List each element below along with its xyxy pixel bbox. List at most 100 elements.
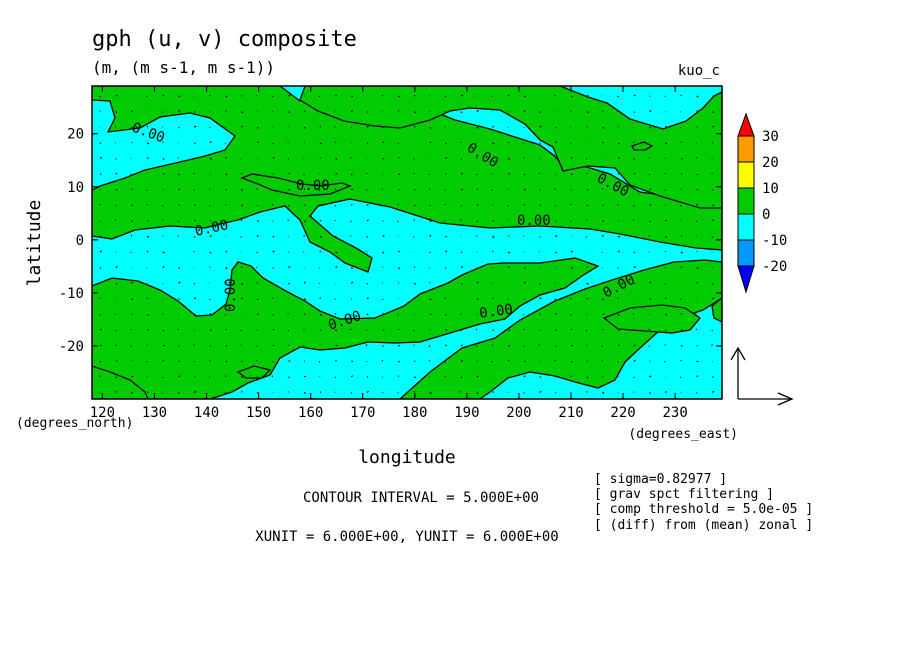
vector-mark xyxy=(617,313,620,316)
vector-mark xyxy=(162,359,165,362)
vector-mark xyxy=(130,281,134,284)
vector-mark xyxy=(366,390,369,393)
vector-mark xyxy=(633,359,636,362)
vector-mark xyxy=(585,236,588,238)
vector-mark xyxy=(272,142,275,145)
vector-mark xyxy=(193,111,196,113)
vector-mark xyxy=(664,391,667,393)
vector-mark xyxy=(209,251,212,254)
vector-mark xyxy=(146,235,150,238)
contour-region xyxy=(240,173,352,197)
vector-mark xyxy=(428,173,431,176)
vector-mark xyxy=(271,203,274,206)
vector-mark xyxy=(523,375,526,378)
vector-mark xyxy=(460,94,464,97)
vector-mark xyxy=(445,156,448,159)
vector-mark xyxy=(146,250,149,253)
vector-mark xyxy=(539,282,542,285)
vector-mark xyxy=(272,156,275,159)
vector-mark xyxy=(146,157,149,159)
note-sigma: [ sigma=0.82977 ] xyxy=(594,472,727,487)
x-tick-label: 220 xyxy=(610,405,635,421)
vector-mark xyxy=(319,391,322,393)
vector-mark xyxy=(413,266,416,269)
vector-mark xyxy=(664,235,668,239)
x-axis-title: longitude xyxy=(358,447,456,468)
vector-mark xyxy=(240,158,242,160)
vector-mark xyxy=(696,267,699,270)
y-tick-label: 10 xyxy=(67,180,84,196)
contour-region xyxy=(631,141,654,151)
vector-mark xyxy=(445,344,448,347)
vector-mark xyxy=(193,297,197,300)
vector-mark xyxy=(413,125,416,128)
vector-mark xyxy=(696,203,698,206)
vector-mark xyxy=(397,95,401,98)
vector-mark xyxy=(649,220,651,223)
vector-mark xyxy=(178,298,180,300)
vector-mark xyxy=(225,156,228,159)
vector-mark xyxy=(98,297,101,300)
vector-mark xyxy=(460,219,462,222)
vector-mark xyxy=(712,376,715,378)
vector-mark xyxy=(664,95,666,97)
vector-mark xyxy=(679,298,682,301)
colorbar-cell xyxy=(737,161,755,189)
vector-mark xyxy=(225,360,228,363)
vector-mark xyxy=(476,220,479,223)
vector-mark xyxy=(429,126,432,129)
vector-mark xyxy=(193,142,196,145)
vector-mark xyxy=(664,125,667,128)
vector-mark xyxy=(193,236,196,238)
vector-mark xyxy=(98,375,101,378)
vector-mark xyxy=(162,251,165,254)
vector-mark xyxy=(335,157,338,161)
x-tick-label: 190 xyxy=(454,405,479,421)
vector-mark xyxy=(649,391,652,395)
vector-mark xyxy=(429,110,431,113)
vector-mark xyxy=(412,236,415,238)
vector-mark xyxy=(711,390,715,393)
vector-mark xyxy=(240,111,244,114)
vector-mark xyxy=(570,189,573,191)
vector-mark xyxy=(507,204,509,207)
vector-mark xyxy=(586,172,588,175)
vector-mark xyxy=(507,157,511,160)
vector-mark xyxy=(99,250,103,253)
vector-mark xyxy=(335,188,337,190)
vector-mark xyxy=(648,157,650,159)
vector-mark xyxy=(241,189,244,191)
vector-mark xyxy=(711,111,715,114)
y-tick-label: -10 xyxy=(59,286,84,302)
unit-vector xyxy=(730,346,794,406)
vector-mark xyxy=(146,313,150,316)
vector-mark xyxy=(115,376,118,379)
vector-mark xyxy=(617,157,621,159)
vector-mark xyxy=(162,172,165,175)
vector-mark xyxy=(318,360,321,363)
x-axis: 120 130 140 150 160 170 180 190 200 210 220 230 xyxy=(90,86,688,421)
vector-mark xyxy=(539,142,541,144)
vector-mark xyxy=(381,188,384,190)
vector-mark xyxy=(350,345,353,347)
vector-mark xyxy=(617,344,620,347)
vector-mark xyxy=(539,111,542,114)
vector-mark xyxy=(601,328,604,331)
vector-mark xyxy=(319,142,322,145)
vector-mark xyxy=(507,266,510,269)
vector-mark xyxy=(696,360,699,363)
vector-mark xyxy=(633,376,635,379)
vector-mark xyxy=(146,142,150,145)
vector-mark xyxy=(335,266,338,269)
contour-label: 0.00 xyxy=(517,213,551,229)
vector-mark xyxy=(679,204,682,207)
y-unit-label: (degrees_north) xyxy=(16,416,133,431)
colorbar-cell xyxy=(737,135,755,163)
vector-mark xyxy=(382,345,384,347)
vector-mark xyxy=(632,313,635,315)
vector-mark xyxy=(208,376,211,378)
vector-mark xyxy=(382,141,385,144)
y-axis: 20 10 0 -10 -20 xyxy=(59,127,722,355)
vector-mark xyxy=(382,312,385,315)
vector-mark xyxy=(413,111,417,114)
